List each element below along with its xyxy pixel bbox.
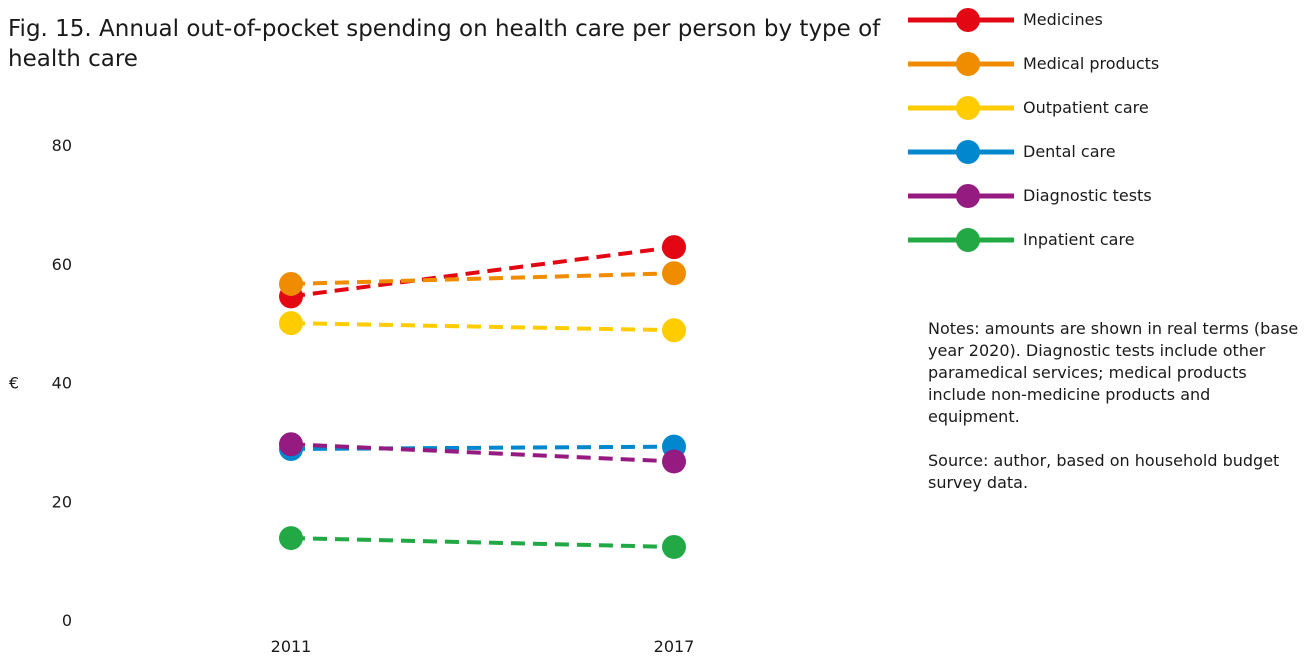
notes-text: Notes: amounts are shown in real terms (…	[928, 319, 1299, 426]
y-tick-label: 40	[52, 374, 72, 393]
data-point	[279, 526, 303, 551]
y-tick-label: 80	[52, 136, 72, 155]
legend-swatch-marker	[956, 228, 980, 252]
series-line	[290, 321, 675, 333]
y-axis-label: €	[9, 374, 19, 393]
series-line	[290, 271, 675, 286]
data-point	[279, 271, 303, 296]
legend-swatch-marker	[956, 96, 980, 120]
legend-swatch	[908, 52, 1014, 76]
series-line	[290, 536, 675, 549]
data-point	[662, 261, 686, 286]
legend-swatch-marker	[956, 184, 980, 208]
series-points	[279, 235, 686, 559]
y-tick-label: 0	[62, 611, 72, 630]
legend-swatch-marker	[956, 8, 980, 32]
legend-swatch-marker	[956, 52, 980, 76]
legend-swatch-marker	[956, 140, 980, 164]
legend-item: Medicines	[908, 0, 1308, 40]
legend-label: Inpatient care	[1023, 230, 1135, 249]
data-point	[662, 534, 686, 559]
data-point	[662, 318, 686, 343]
notes-panel: Notes: amounts are shown in real terms (…	[928, 318, 1306, 516]
x-axis: 2011 2017	[271, 637, 695, 656]
legend-label: Medicines	[1023, 10, 1103, 29]
legend-label: Medical products	[1023, 54, 1160, 73]
legend-swatch	[908, 228, 1014, 252]
legend-label: Dental care	[1023, 142, 1116, 161]
x-tick-label: 2017	[654, 637, 695, 656]
legend-swatch	[908, 96, 1014, 120]
chart-title: Fig. 15. Annual out-of-pocket spending o…	[8, 16, 881, 72]
series-line	[290, 444, 675, 451]
series-line	[290, 442, 675, 464]
y-tick-label: 20	[52, 492, 72, 511]
legend-item: Medical products	[908, 44, 1308, 84]
line-chart: 0 20 40 60 80 € 2011 2017	[9, 136, 695, 656]
legend-swatch	[908, 184, 1014, 208]
legend-item: Diagnostic tests	[908, 176, 1308, 216]
legend-item: Dental care	[908, 132, 1308, 172]
data-point	[279, 432, 303, 457]
legend-label: Outpatient care	[1023, 98, 1149, 117]
legend-swatch	[908, 8, 1014, 32]
legend-item: Inpatient care	[908, 220, 1308, 260]
legend-swatch	[908, 140, 1014, 164]
x-tick-label: 2011	[271, 637, 312, 656]
series-lines	[290, 245, 675, 549]
data-point	[279, 311, 303, 336]
legend-item: Outpatient care	[908, 88, 1308, 128]
source-text: Source: author, based on household budge…	[928, 451, 1280, 492]
legend-label: Diagnostic tests	[1023, 186, 1152, 205]
data-point	[662, 449, 686, 474]
y-tick-label: 60	[52, 255, 72, 274]
y-axis: 0 20 40 60 80 €	[9, 136, 72, 630]
series-line	[290, 245, 675, 299]
data-point	[662, 235, 686, 260]
